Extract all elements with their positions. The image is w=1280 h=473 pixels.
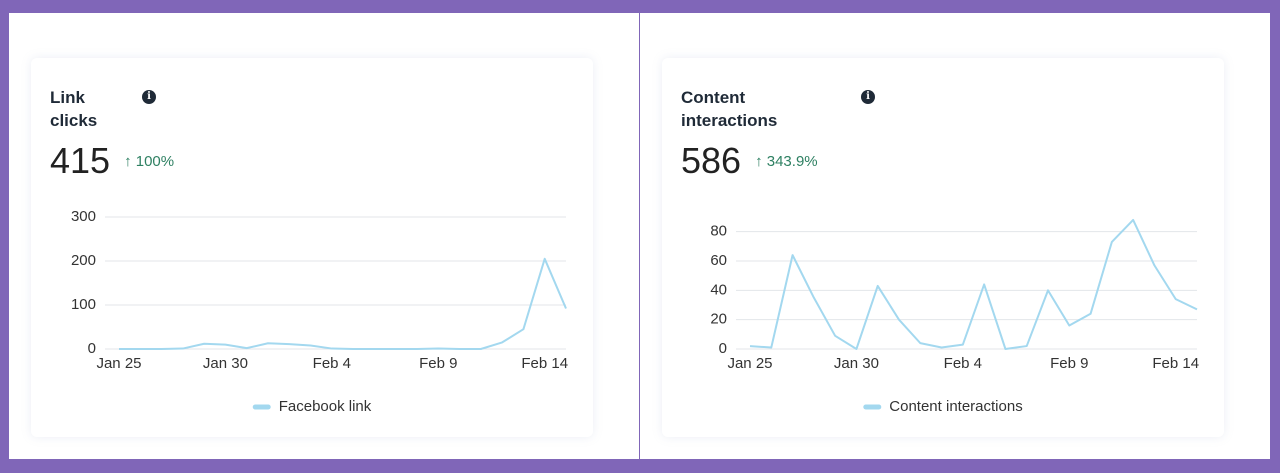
legend-swatch: [252, 404, 271, 410]
change: ↑ 100%: [124, 153, 174, 170]
change-value: 343.9%: [766, 152, 818, 170]
x-tick-label: Jan 30: [203, 355, 248, 372]
legend-swatch: [863, 404, 882, 410]
x-tick-label: Feb 14: [521, 355, 568, 372]
y-tick-label: 200: [71, 252, 96, 269]
y-tick-label: 80: [710, 223, 727, 240]
arrow-up: ↑: [755, 152, 767, 170]
y-tick-label: 60: [710, 252, 727, 269]
x-tick-label: Feb 4: [313, 355, 351, 372]
total: 415: [50, 140, 111, 181]
stat: 586 ↑ 343.9%: [681, 140, 818, 182]
chart-title: Content interactions: [681, 88, 778, 130]
y-tick-label: 20: [710, 311, 727, 328]
x-tick-label: Jan 25: [96, 355, 141, 372]
chart: 0 100 200 300 Jan 25 Jan 30 Feb 4 Feb 9 Feb 14 Fa…: [71, 208, 568, 415]
x-tick-label: Jan 25: [727, 355, 772, 372]
chart-card: Content interactions i 586 ↑ 343.9% 0 20 4…: [662, 58, 1224, 437]
chart: 0 20 40 60 80 Jan 25 Jan 30 Feb 4 Feb 9 Feb 14 Con…: [710, 218, 1199, 415]
x-tick-label: Jan 30: [834, 355, 879, 372]
arrow-up: ↑: [124, 152, 136, 170]
info-icon[interactable]: i: [142, 90, 156, 104]
change-value: 100%: [135, 152, 175, 170]
y-tick-label: 40: [710, 281, 727, 298]
info-icon[interactable]: i: [861, 90, 875, 104]
y-tick-label: 300: [71, 208, 96, 225]
data-line: [119, 257, 567, 350]
x-tick-label: Feb 14: [1152, 355, 1199, 372]
x-tick-label: Feb 9: [419, 355, 457, 372]
chart-card: Link clicks i 415 ↑ 100% 0 100 200 300 Jan 2…: [31, 58, 593, 437]
total: 586: [681, 140, 742, 181]
y-tick-label: 0: [88, 340, 96, 357]
stat: 415 ↑ 100%: [50, 140, 174, 182]
y-tick-label: 100: [71, 296, 96, 313]
x-tick-label: Feb 4: [944, 355, 982, 372]
x-tick-label: Feb 9: [1050, 355, 1088, 372]
change: ↑ 343.9%: [755, 153, 818, 170]
legend-label: Content interactions: [889, 398, 1022, 415]
chart-title: Link clicks: [50, 88, 98, 130]
y-tick-label: 0: [719, 340, 727, 357]
legend-label: Facebook link: [279, 398, 372, 415]
data-line: [749, 218, 1198, 350]
